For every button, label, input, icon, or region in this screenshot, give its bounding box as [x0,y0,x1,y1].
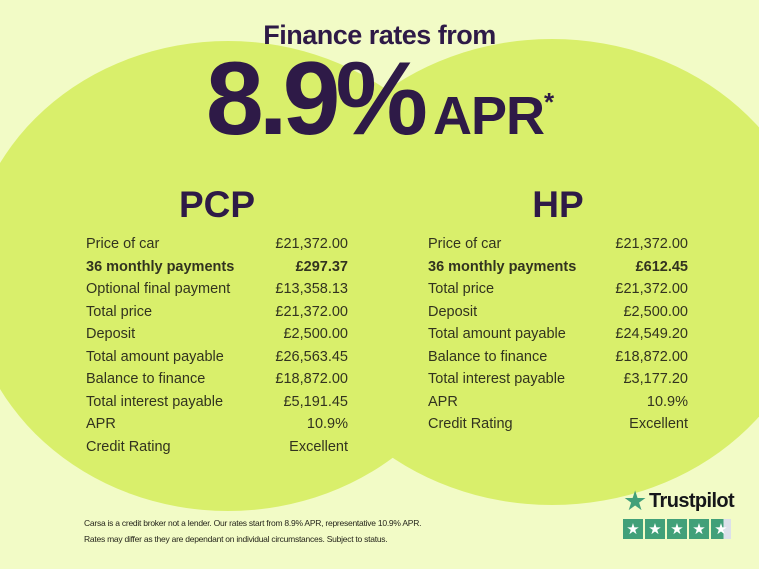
row-value: £21,372.00 [275,303,348,320]
row-value: Excellent [289,438,348,455]
table-row: Credit Rating Excellent [428,413,688,436]
hp-title: HP [532,184,584,225]
row-value: £5,191.45 [283,393,348,410]
row-label: Total interest payable [86,393,224,410]
row-label: Total interest payable [428,371,566,388]
star-icon: ★ [670,520,684,538]
row-value: £26,563.45 [275,348,348,365]
trustpilot-wordmark: Trustpilot [649,489,735,512]
row-value: £21,372.00 [615,236,688,253]
row-value: £2,500.00 [283,326,348,343]
row-value: £24,549.20 [615,326,688,343]
row-label: Total amount payable [86,348,224,365]
row-label: Price of car [86,236,160,253]
row-value: £21,372.00 [615,281,688,298]
table-row: Credit Rating Excellent [86,436,348,459]
right-circle [288,39,759,505]
row-value: £18,872.00 [275,371,348,388]
row-value: £18,872.00 [615,348,688,365]
table-row: 36 monthly payments £297.37 [86,256,348,279]
row-label: 36 monthly payments [86,258,235,275]
table-row: Total amount payable £24,549.20 [428,323,688,346]
pcp-title: PCP [178,184,256,225]
row-value: £297.37 [295,258,348,275]
trustpilot-rating-4-5-stars: ★ ★ ★ ★ ★ [623,519,735,539]
star-box-full-icon: ★ [689,519,709,539]
disclaimer-line-2: Rates may differ as they are dependant o… [84,533,388,544]
table-row: APR 10.9% [86,413,348,436]
table-row: Deposit £2,500.00 [86,323,348,346]
star-icon: ★ [626,520,640,538]
table-row: Balance to finance £18,872.00 [86,368,348,391]
apr-label: APR* [432,85,554,147]
table-row: Total price £21,372.00 [86,301,348,324]
table-row: Balance to finance £18,872.00 [428,346,688,369]
table-row: Total amount payable £26,563.45 [86,346,348,369]
star-icon: ★ [648,520,662,538]
table-row: Total price £21,372.00 [428,278,688,301]
row-value: £3,177.20 [623,371,688,388]
table-row: APR 10.9% [428,391,688,414]
row-value: 10.9% [646,393,688,410]
row-label: Credit Rating [428,416,513,433]
apr-asterisk: * [543,87,554,117]
row-label: Optional final payment [86,281,231,298]
row-value: 10.9% [306,416,348,433]
table-row: Optional final payment £13,358.13 [86,278,348,301]
row-value: £612.45 [635,258,688,275]
trustpilot-logo: ★ Trustpilot [623,486,735,516]
table-row: Total interest payable £3,177.20 [428,368,688,391]
row-value: £13,358.13 [275,281,348,298]
table-row: Deposit £2,500.00 [428,301,688,324]
star-icon: ★ [714,520,728,538]
row-label: Price of car [428,236,502,253]
row-label: APR [428,393,458,410]
apr-text: APR [432,86,545,146]
banner-eyebrow: Finance rates from [263,20,496,50]
row-label: Total price [86,303,153,320]
row-label: APR [86,416,116,433]
table-row: 36 monthly payments £612.45 [428,256,688,279]
star-box-half-icon: ★ [711,519,731,539]
row-label: Total amount payable [428,326,566,343]
table-row: Price of car £21,372.00 [86,233,348,256]
star-box-full-icon: ★ [623,519,643,539]
table-row: Total interest payable £5,191.45 [86,391,348,414]
hp-table: HP Price of car £21,372.00 36 monthly pa… [428,186,688,436]
row-value: £2,500.00 [623,303,688,320]
star-box-full-icon: ★ [645,519,665,539]
row-value: £21,372.00 [275,236,348,253]
headline-rate: 8.9% APR* [0,41,759,157]
row-label: Credit Rating [86,438,171,455]
pcp-table: PCP Price of car £21,372.00 36 monthly p… [86,186,348,458]
rate-value: 8.9% [205,41,428,157]
disclaimer-line-1: Carsa is a credit broker not a lender. O… [84,518,422,528]
table-row: Price of car £21,372.00 [428,233,688,256]
row-label: Balance to finance [428,348,548,365]
row-label: 36 monthly payments [428,258,577,275]
row-label: Deposit [86,326,136,343]
row-label: Total price [428,281,495,298]
row-label: Deposit [428,303,478,320]
trustpilot-widget: ★ Trustpilot ★ ★ ★ ★ ★ [623,486,735,539]
star-box-full-icon: ★ [667,519,687,539]
row-value: Excellent [629,416,688,433]
star-icon: ★ [692,520,706,538]
trustpilot-star-icon: ★ [623,486,648,516]
row-label: Balance to finance [86,371,206,388]
legal-disclaimer: Carsa is a credit broker not a lender. O… [84,516,454,547]
